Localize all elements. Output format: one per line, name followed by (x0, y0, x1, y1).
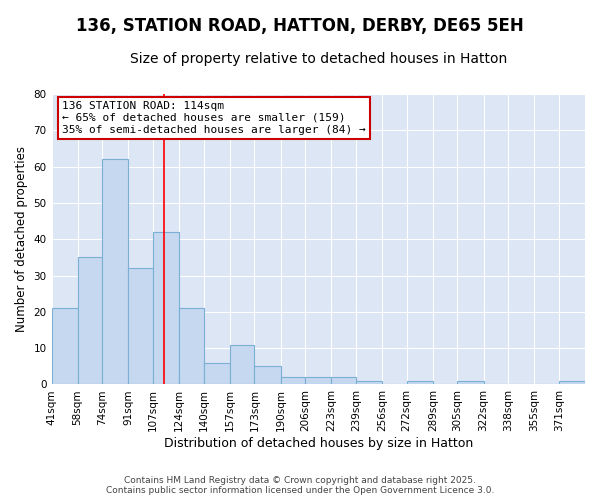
Text: 136 STATION ROAD: 114sqm
← 65% of detached houses are smaller (159)
35% of semi-: 136 STATION ROAD: 114sqm ← 65% of detach… (62, 102, 366, 134)
Title: Size of property relative to detached houses in Hatton: Size of property relative to detached ho… (130, 52, 507, 66)
Bar (179, 308, 204, 384)
Bar (457, 381, 484, 384)
Text: 136, STATION ROAD, HATTON, DERBY, DE65 5EH: 136, STATION ROAD, HATTON, DERBY, DE65 5… (76, 18, 524, 36)
Bar (77, 258, 102, 384)
Bar (230, 344, 254, 385)
Bar (204, 362, 230, 384)
Bar (305, 377, 331, 384)
Y-axis label: Number of detached properties: Number of detached properties (15, 146, 28, 332)
Bar (559, 381, 585, 384)
Bar (153, 232, 179, 384)
Bar (407, 381, 433, 384)
Bar (331, 377, 356, 384)
Bar (254, 366, 281, 384)
X-axis label: Distribution of detached houses by size in Hatton: Distribution of detached houses by size … (164, 437, 473, 450)
Bar (128, 268, 153, 384)
Bar (356, 381, 382, 384)
Bar (52, 308, 77, 384)
Bar (102, 160, 128, 384)
Text: Contains HM Land Registry data © Crown copyright and database right 2025.
Contai: Contains HM Land Registry data © Crown c… (106, 476, 494, 495)
Bar (281, 377, 305, 384)
